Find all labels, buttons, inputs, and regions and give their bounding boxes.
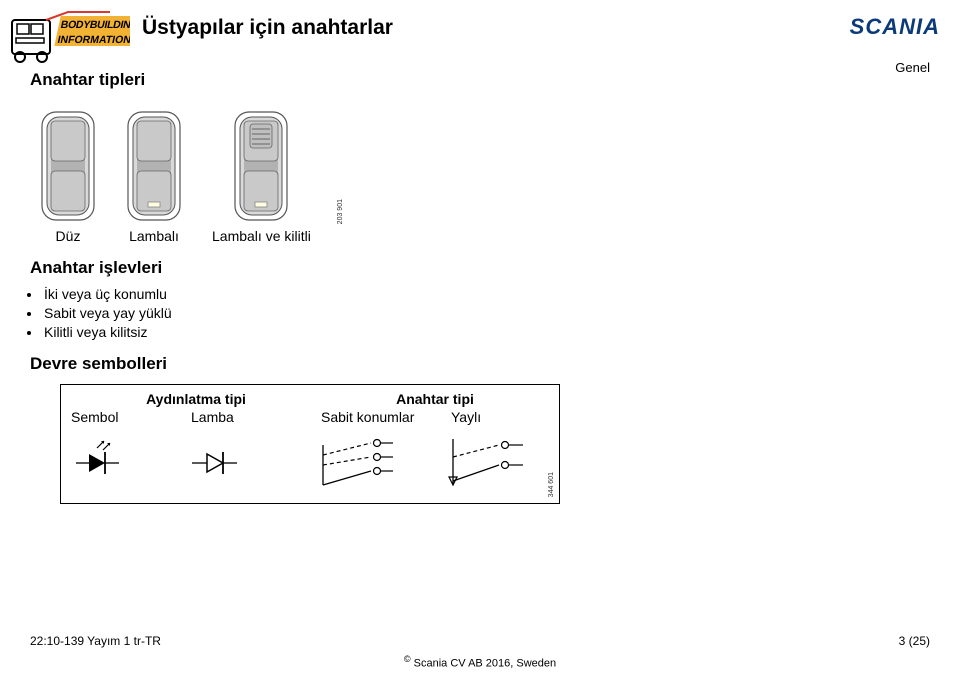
switch-figure-number: 203 901	[337, 199, 344, 224]
fixed-switch-icon	[313, 435, 439, 491]
switch-lamp-lock-label: Lambalı ve kilitli	[212, 228, 311, 244]
logo-text-2: INFORMATION	[56, 34, 130, 46]
types-heading: Anahtar tipleri	[30, 70, 960, 90]
functions-heading: Anahtar işlevleri	[30, 258, 960, 278]
category-label: Genel	[895, 60, 930, 75]
switch-row: Düz Lambalı Lambalı ve kilitli	[40, 110, 960, 244]
footer-copyright: © Scania CV AB 2016, Sweden	[0, 654, 960, 670]
bodybuilding-logo: BODYBUILDING INFORMATION	[10, 10, 130, 66]
switch-plain: Düz	[40, 110, 96, 244]
symbols-figure-number: 344 601	[548, 472, 555, 497]
footer-doc-id: 22:10-139 Yayım 1 tr-TR	[30, 634, 161, 648]
list-item: Kilitli veya kilitsiz	[42, 324, 960, 340]
switch-plain-label: Düz	[56, 228, 81, 244]
spring-switch-icon	[439, 435, 549, 491]
functions-list: İki veya üç konumlu Sabit veya yay yüklü…	[42, 286, 960, 340]
footer-page-number: 3 (25)	[899, 634, 930, 648]
list-item: İki veya üç konumlu	[42, 286, 960, 302]
list-item: Sabit veya yay yüklü	[42, 305, 960, 321]
logo-text-1: BODYBUILDING	[60, 19, 130, 31]
page-title: Üstyapılar için anahtarlar	[142, 16, 850, 40]
switch-lamp-lock: Lambalı ve kilitli	[212, 110, 311, 244]
switch-lamp-label: Lambalı	[129, 228, 179, 244]
switch-lamp: Lambalı	[126, 110, 182, 244]
led-symbol-icon	[71, 438, 187, 488]
page-header: BODYBUILDING INFORMATION Üstyapılar için…	[0, 0, 960, 70]
symbols-col-1: Sembol	[71, 407, 191, 425]
symbols-group-1: Aydınlatma tipi	[71, 391, 321, 407]
symbols-group-2: Anahtar tipi	[321, 391, 549, 407]
symbols-col-4: Yaylı	[451, 407, 549, 425]
symbols-heading: Devre sembolleri	[30, 354, 960, 374]
symbols-table: Aydınlatma tipi Anahtar tipi Sembol Lamb…	[60, 384, 560, 504]
brand-logo: SCANIA	[850, 14, 940, 40]
lamp-symbol-icon	[187, 438, 313, 488]
symbols-col-2: Lamba	[191, 407, 321, 425]
symbols-col-3: Sabit konumlar	[321, 407, 451, 425]
page-footer: 22:10-139 Yayım 1 tr-TR 3 (25) © Scania …	[0, 634, 960, 670]
